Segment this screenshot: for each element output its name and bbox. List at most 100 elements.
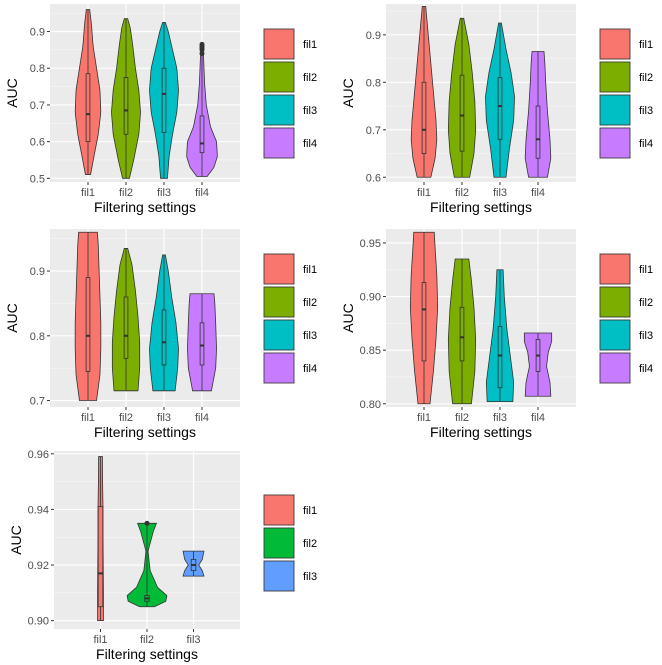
violin-fil3 (182, 550, 205, 577)
legend-label-fil3: fil3 (303, 105, 317, 117)
legend-label-fil2: fil2 (303, 72, 317, 84)
y-tick-label: 0.90 (28, 616, 49, 628)
x-tick-label: fil1 (417, 187, 431, 199)
legend-swatch-fil4 (263, 127, 295, 159)
legend-label-fil1: fil1 (303, 505, 317, 517)
violin-fil1 (409, 231, 439, 405)
y-axis-title: AUC (4, 303, 20, 333)
violin-fil3 (485, 269, 515, 403)
legend-label-fil2: fil2 (639, 297, 653, 309)
legend-swatch-fil3 (263, 319, 295, 351)
legend-swatch-fil1 (599, 253, 631, 285)
violin-fil3 (149, 21, 179, 179)
legend: fil1 fil2 fil3 fil4 (263, 253, 317, 384)
x-axis-title: Filtering settings (430, 424, 532, 440)
legend-label-fil4: fil4 (303, 138, 317, 150)
box-fil1 (85, 73, 91, 143)
legend-swatch-fil1 (263, 28, 295, 60)
x-tick-label: fil1 (81, 412, 95, 424)
x-axis-title: Filtering settings (96, 646, 198, 662)
box-fil1 (421, 282, 427, 362)
legend-swatch-fil3 (599, 94, 631, 126)
legend-swatch-fil4 (263, 352, 295, 384)
legend-swatch-fil2 (263, 286, 295, 318)
box-fil1 (421, 81, 427, 154)
x-tick-label: fil4 (531, 412, 545, 424)
legend-swatch-fil2 (599, 286, 631, 318)
legend-label-fil3: fil3 (639, 330, 653, 342)
x-tick-label: fil3 (186, 634, 200, 646)
violin-fil4 (523, 332, 553, 397)
y-axis-title: AUC (340, 78, 356, 108)
box-fil3 (497, 77, 503, 140)
legend-label-fil1: fil1 (303, 39, 317, 51)
violin-fil1 (74, 231, 102, 401)
y-tick-label: 0.8 (30, 63, 45, 75)
y-tick-label: 0.96 (28, 449, 49, 461)
y-tick-label: 0.5 (30, 173, 45, 185)
violin-fil2 (447, 17, 477, 178)
legend-label-fil4: fil4 (639, 138, 653, 150)
y-axis-title: AUC (340, 303, 356, 333)
x-tick-label: fil2 (140, 634, 154, 646)
x-tick-label: fil4 (195, 187, 209, 199)
violin-fil3 (149, 254, 179, 392)
legend: fil1 fil2 fil3 (263, 494, 317, 592)
legend-swatch-fil4 (599, 352, 631, 384)
x-tick-label: fil1 (81, 187, 95, 199)
y-tick-label: 0.92 (28, 560, 49, 572)
violin-fil1 (410, 5, 438, 178)
box-fil3 (161, 67, 167, 133)
box-fil4 (535, 105, 541, 159)
legend: fil1 fil2 fil3 fil4 (599, 28, 653, 159)
violin-fil2 (447, 258, 477, 405)
box-fil2 (459, 306, 465, 362)
legend-swatch-fil1 (599, 28, 631, 60)
violin-fil4 (187, 293, 217, 392)
x-tick-label: fil3 (493, 412, 507, 424)
y-tick-label: 0.6 (30, 137, 45, 149)
box-fil3 (161, 309, 167, 366)
x-tick-label: fil2 (455, 412, 469, 424)
legend-swatch-fil1 (263, 494, 295, 526)
y-tick-label: 0.94 (28, 504, 49, 516)
y-tick-label: 0.7 (30, 396, 45, 408)
legend: fil1 fil2 fil3 fil4 (599, 253, 653, 384)
violin-fil2 (111, 18, 141, 179)
outlier-point-fil4 (199, 41, 205, 47)
violin-fil3 (485, 22, 515, 178)
y-tick-label: 0.8 (30, 331, 45, 343)
legend-label-fil3: fil3 (303, 330, 317, 342)
y-tick-label: 0.6 (366, 172, 381, 184)
legend-swatch-fil2 (263, 527, 295, 559)
y-tick-label: 0.7 (366, 125, 381, 137)
legend-label-fil2: fil2 (303, 297, 317, 309)
legend-swatch-fil2 (263, 61, 295, 93)
violin-fil1 (74, 9, 102, 176)
legend-swatch-fil3 (599, 319, 631, 351)
box-fil4 (199, 322, 205, 366)
violin-fil4 (524, 51, 552, 178)
box-fil2 (123, 296, 129, 359)
y-tick-label: 0.9 (30, 27, 45, 39)
legend-swatch-fil2 (599, 61, 631, 93)
legend-swatch-fil4 (599, 127, 631, 159)
legend-label-fil4: fil4 (639, 363, 653, 375)
legend-label-fil1: fil1 (639, 264, 653, 276)
legend-label-fil1: fil1 (303, 264, 317, 276)
legend-label-fil2: fil2 (639, 72, 653, 84)
box-fil1 (97, 506, 104, 608)
y-axis-title: AUC (4, 78, 20, 108)
legend-swatch-fil3 (263, 560, 295, 592)
x-tick-label: fil2 (455, 187, 469, 199)
y-tick-label: 0.7 (30, 100, 45, 112)
x-axis-title: Filtering settings (94, 424, 196, 440)
y-tick-label: 0.9 (30, 266, 45, 278)
box-fil4 (199, 115, 205, 154)
x-tick-label: fil3 (493, 187, 507, 199)
x-tick-label: fil3 (157, 187, 171, 199)
